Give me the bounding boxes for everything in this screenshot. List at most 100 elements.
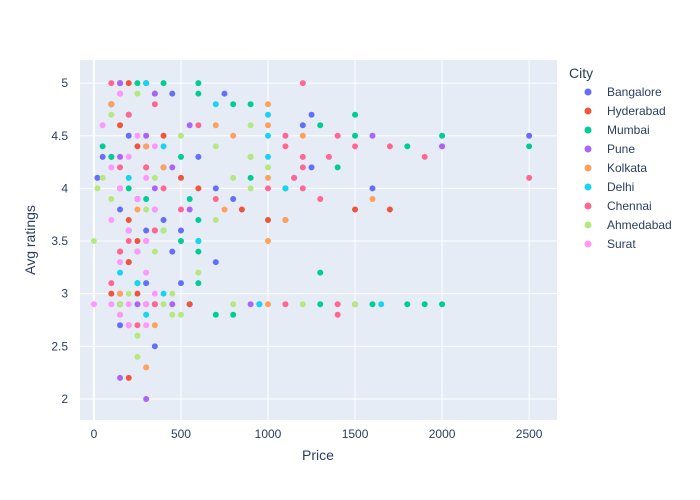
data-point[interactable] <box>108 101 115 108</box>
data-point[interactable] <box>238 206 245 213</box>
data-point[interactable] <box>143 195 150 202</box>
data-point[interactable] <box>160 132 167 139</box>
data-point[interactable] <box>143 301 150 308</box>
legend-item-delhi[interactable]: Delhi <box>584 180 635 194</box>
data-point[interactable] <box>160 301 167 308</box>
data-point[interactable] <box>177 132 184 139</box>
data-point[interactable] <box>334 132 341 139</box>
data-point[interactable] <box>308 164 315 171</box>
data-point[interactable] <box>99 174 106 181</box>
data-point[interactable] <box>125 153 132 160</box>
data-point[interactable] <box>526 143 533 150</box>
data-point[interactable] <box>94 174 101 181</box>
data-point[interactable] <box>299 80 306 87</box>
data-point[interactable] <box>117 290 124 297</box>
data-point[interactable] <box>352 206 359 213</box>
data-point[interactable] <box>117 185 124 192</box>
data-point[interactable] <box>151 143 158 150</box>
data-point[interactable] <box>526 132 533 139</box>
data-point[interactable] <box>134 301 141 308</box>
legend-item-bangalore[interactable]: Bangalore <box>584 85 663 99</box>
data-point[interactable] <box>186 301 193 308</box>
data-point[interactable] <box>265 101 272 108</box>
data-point[interactable] <box>212 185 219 192</box>
data-point[interactable] <box>108 280 115 287</box>
data-point[interactable] <box>177 174 184 181</box>
data-point[interactable] <box>169 311 176 318</box>
data-point[interactable] <box>108 80 115 87</box>
legend-item-hyderabad[interactable]: Hyderabad <box>584 104 666 118</box>
data-point[interactable] <box>134 143 141 150</box>
data-point[interactable] <box>151 301 158 308</box>
data-point[interactable] <box>334 164 341 171</box>
data-point[interactable] <box>221 206 228 213</box>
data-point[interactable] <box>177 311 184 318</box>
data-point[interactable] <box>230 132 237 139</box>
data-point[interactable] <box>160 80 167 87</box>
data-point[interactable] <box>160 185 167 192</box>
data-point[interactable] <box>282 143 289 150</box>
data-point[interactable] <box>404 301 411 308</box>
data-point[interactable] <box>334 301 341 308</box>
data-point[interactable] <box>186 195 193 202</box>
data-point[interactable] <box>90 301 97 308</box>
data-point[interactable] <box>134 238 141 245</box>
data-point[interactable] <box>230 174 237 181</box>
data-point[interactable] <box>369 301 376 308</box>
data-point[interactable] <box>143 395 150 402</box>
data-point[interactable] <box>247 153 254 160</box>
data-point[interactable] <box>247 301 254 308</box>
data-point[interactable] <box>125 322 132 329</box>
data-point[interactable] <box>291 174 298 181</box>
data-point[interactable] <box>125 132 132 139</box>
data-point[interactable] <box>125 290 132 297</box>
data-point[interactable] <box>125 217 132 223</box>
data-point[interactable] <box>195 122 202 129</box>
data-point[interactable] <box>526 174 533 181</box>
data-point[interactable] <box>299 153 306 160</box>
data-point[interactable] <box>352 111 359 118</box>
data-point[interactable] <box>151 90 158 97</box>
data-point[interactable] <box>212 101 219 108</box>
data-point[interactable] <box>134 290 141 297</box>
data-point[interactable] <box>195 153 202 160</box>
data-point[interactable] <box>299 185 306 192</box>
data-point[interactable] <box>282 301 289 308</box>
data-point[interactable] <box>143 206 150 213</box>
data-point[interactable] <box>143 227 150 234</box>
data-point[interactable] <box>117 322 124 329</box>
data-point[interactable] <box>282 217 289 223</box>
data-point[interactable] <box>169 164 176 171</box>
data-point[interactable] <box>308 111 315 118</box>
data-point[interactable] <box>160 227 167 234</box>
data-point[interactable] <box>134 248 141 255</box>
data-point[interactable] <box>117 206 124 213</box>
data-point[interactable] <box>143 311 150 318</box>
data-point[interactable] <box>99 122 106 129</box>
data-point[interactable] <box>143 238 150 245</box>
data-point[interactable] <box>151 185 158 192</box>
data-point[interactable] <box>247 101 254 108</box>
data-point[interactable] <box>230 101 237 108</box>
data-point[interactable] <box>125 80 132 87</box>
data-point[interactable] <box>212 122 219 129</box>
data-point[interactable] <box>134 332 141 339</box>
data-point[interactable] <box>143 322 150 329</box>
data-point[interactable] <box>99 153 106 160</box>
data-point[interactable] <box>108 153 115 160</box>
data-point[interactable] <box>125 227 132 234</box>
data-point[interactable] <box>177 280 184 287</box>
data-point[interactable] <box>186 122 193 129</box>
data-point[interactable] <box>134 206 141 213</box>
data-point[interactable] <box>108 195 115 202</box>
data-point[interactable] <box>195 90 202 97</box>
data-point[interactable] <box>265 132 272 139</box>
data-point[interactable] <box>439 301 446 308</box>
data-point[interactable] <box>143 132 150 139</box>
data-point[interactable] <box>151 290 158 297</box>
data-point[interactable] <box>212 143 219 150</box>
data-point[interactable] <box>169 248 176 255</box>
data-point[interactable] <box>317 269 324 276</box>
data-point[interactable] <box>265 111 272 118</box>
data-point[interactable] <box>212 195 219 202</box>
